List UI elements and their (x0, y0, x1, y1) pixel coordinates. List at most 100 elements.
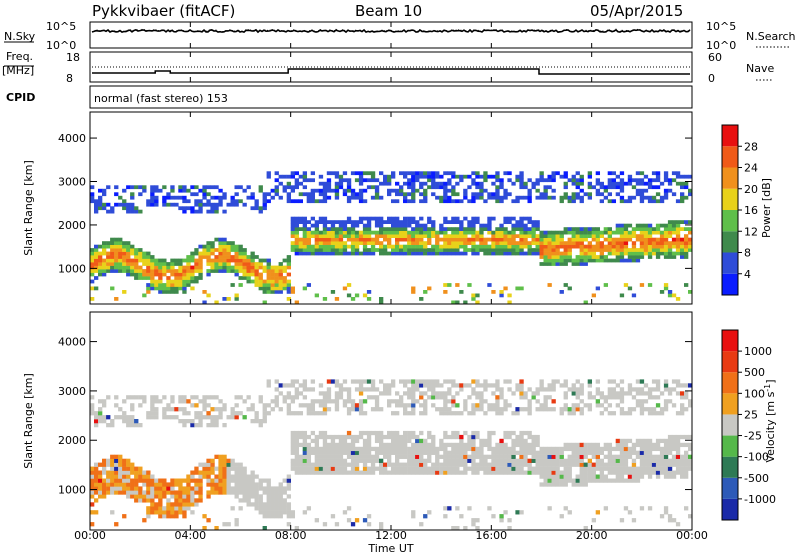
heatmap-cell (615, 383, 621, 388)
heatmap-cell (342, 248, 348, 252)
heatmap-cell (150, 195, 155, 200)
heatmap-cell (680, 251, 685, 256)
heatmap-cell (667, 230, 673, 235)
heatmap-cell (467, 383, 472, 388)
heatmap-cell (306, 251, 312, 256)
heatmap-cell (270, 290, 275, 294)
heatmap-cell (274, 502, 279, 507)
heatmap-cell (234, 269, 239, 273)
heatmap-cell (467, 466, 472, 471)
heatmap-cell (651, 442, 657, 448)
heatmap-cell (447, 244, 452, 249)
heatmap-cell (471, 178, 476, 183)
heatmap-cell (579, 195, 584, 200)
heatmap-cell (635, 403, 641, 408)
heatmap-cell (346, 434, 352, 440)
heatmap-cell (206, 255, 211, 259)
heatmap-cell (102, 478, 107, 483)
heatmap-cell (399, 248, 404, 252)
heatmap-cell (222, 265, 227, 270)
heatmap-cell (379, 181, 384, 186)
heatmap-cell (411, 446, 416, 452)
heatmap-cell (539, 482, 544, 487)
heatmap-cell (318, 462, 324, 467)
heatmap-cell (567, 241, 572, 245)
heatmap-cell (675, 181, 681, 186)
heatmap-cell (166, 502, 171, 507)
heatmap-cell (102, 265, 107, 270)
heatmap-cell (463, 237, 468, 242)
velocity-colorbar-label: Velocity [m s-1] (763, 379, 777, 462)
heatmap-cell (150, 202, 155, 207)
heatmap-cell (439, 244, 444, 249)
heatmap-cell (467, 438, 472, 444)
cpid-label: CPID (6, 91, 35, 104)
heatmap-cell (431, 251, 436, 256)
heatmap-cell (471, 379, 476, 384)
heatmap-cell (154, 286, 159, 291)
heatmap-cell (214, 269, 219, 273)
heatmap-cell (218, 255, 223, 259)
heatmap-cell (322, 223, 328, 228)
heatmap-cell (262, 502, 267, 507)
heatmap-cell (407, 230, 412, 235)
heatmap-cell (519, 470, 524, 475)
heatmap-cell (126, 462, 131, 467)
heatmap-cell (427, 442, 432, 448)
x-tick-label: 00:00 (676, 529, 708, 542)
heatmap-cell (499, 407, 504, 412)
heatmap-cell (571, 411, 576, 416)
heatmap-cell (467, 174, 472, 179)
heatmap-cell (463, 251, 468, 256)
heatmap-cell (362, 442, 368, 448)
heatmap-cell (218, 478, 223, 483)
heatmap-cell (326, 379, 332, 384)
heatmap-cell (186, 262, 191, 266)
heatmap-cell (206, 241, 211, 245)
heatmap-cell (274, 276, 279, 280)
heatmap-cell (675, 446, 681, 452)
heatmap-cell (126, 265, 131, 270)
heatmap-cell (579, 241, 584, 245)
heatmap-cell (547, 458, 552, 463)
heatmap-cell (595, 227, 601, 231)
heatmap-cell (387, 230, 392, 235)
heatmap-cell (443, 220, 448, 224)
heatmap-cell (479, 442, 484, 448)
heatmap-cell (623, 391, 629, 396)
heatmap-cell (154, 506, 159, 511)
heatmap-cell (387, 399, 392, 404)
heatmap-cell (455, 251, 460, 256)
heatmap-cell (463, 442, 468, 448)
heatmap-cell (102, 486, 107, 491)
heatmap-cell (583, 192, 588, 197)
heatmap-cell (374, 241, 380, 245)
heatmap-cell (302, 234, 308, 238)
heatmap-cell (278, 286, 283, 291)
heatmap-cell (194, 466, 199, 471)
heatmap-cell (242, 494, 247, 499)
heatmap-cell (527, 227, 532, 231)
heatmap-cell (246, 265, 251, 270)
heatmap-cell (539, 251, 544, 256)
heatmap-cell (667, 251, 673, 256)
heatmap-cell (495, 399, 500, 404)
heatmap-cell (539, 248, 544, 252)
heatmap-cell (310, 438, 316, 444)
heatmap-cell (234, 494, 239, 499)
heatmap-cell (575, 262, 580, 266)
heatmap-cell (230, 248, 235, 252)
heatmap-cell (559, 290, 564, 294)
heatmap-cell (567, 462, 572, 467)
heatmap-cell (138, 474, 143, 479)
heatmap-cell (290, 244, 296, 249)
heatmap-cell (250, 482, 255, 487)
heatmap-cell (314, 518, 320, 523)
heatmap-cell (334, 466, 340, 471)
heatmap-cell (479, 403, 484, 408)
heatmap-cell (383, 446, 388, 452)
heatmap-cell (246, 185, 251, 190)
heatmap-cell (499, 395, 504, 400)
heatmap-cell (639, 227, 645, 231)
heatmap-cell (286, 411, 292, 416)
